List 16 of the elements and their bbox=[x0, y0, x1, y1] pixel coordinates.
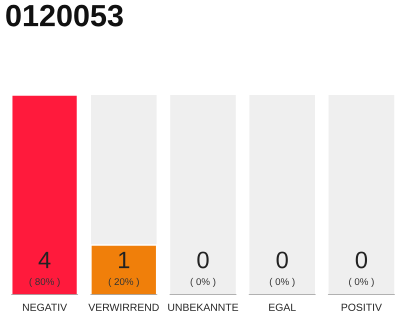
data-label: 0 bbox=[356, 252, 368, 268]
x-tick-label: VERWIRREND bbox=[88, 304, 159, 311]
annotation: ( 0% ) bbox=[190, 278, 216, 287]
annotation: ( 20% ) bbox=[108, 278, 139, 287]
data-label: 0 bbox=[197, 252, 209, 268]
x-tick-label: POSITIV bbox=[342, 304, 382, 311]
x-tick-label: NEGATIV bbox=[22, 304, 68, 311]
data-label: 4 bbox=[38, 252, 50, 268]
annotation: ( 0% ) bbox=[349, 278, 374, 287]
data-label: 1 bbox=[119, 252, 130, 268]
data-label: 0 bbox=[276, 252, 288, 268]
annotation: ( 80% ) bbox=[30, 278, 60, 287]
x-tick-label: EGAL bbox=[269, 304, 296, 311]
chart-title: 0120053 bbox=[6, 4, 123, 26]
x-tick-label: UNBEKANNTE bbox=[168, 304, 238, 311]
annotation: ( 0% ) bbox=[270, 278, 295, 287]
